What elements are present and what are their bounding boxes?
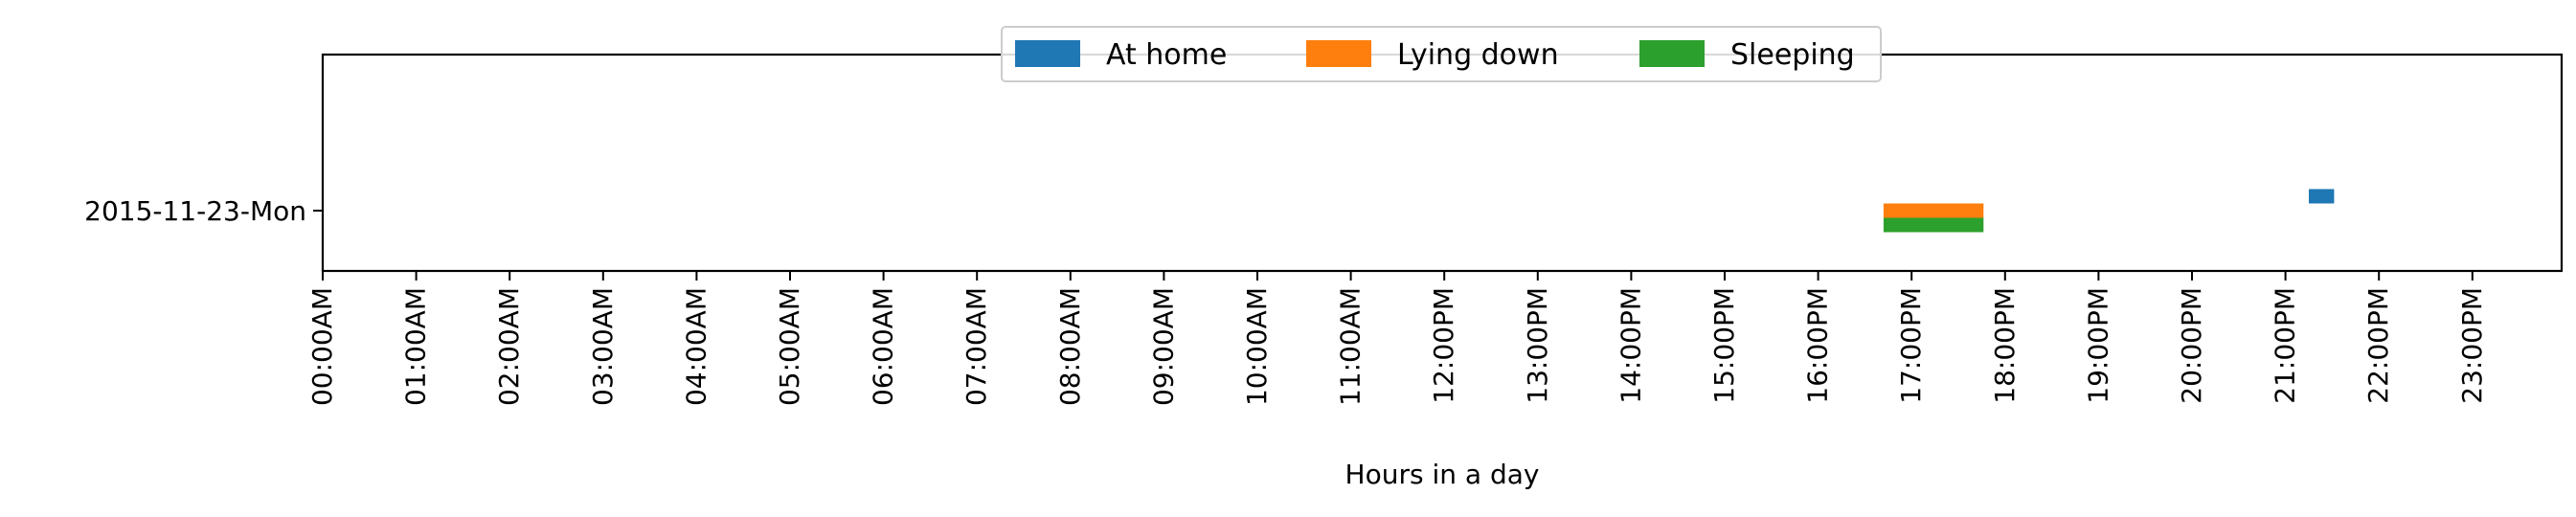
- x-tick-label: 17:00PM: [1895, 287, 1927, 404]
- legend-label: Lying down: [1397, 38, 1559, 72]
- x-tick-label: 03:00AM: [587, 287, 619, 406]
- legend-entry-lying-down: Lying down: [1306, 38, 1559, 72]
- x-tick-label: 21:00PM: [2270, 287, 2301, 404]
- legend-entry-at-home: At home: [1015, 38, 1227, 72]
- legend-label: At home: [1106, 38, 1227, 72]
- x-axis: 00:00AM 01:00AM 02:00AM 03:00AM 04:00AM 05:00…: [306, 271, 2488, 406]
- x-tick-label: 14:00PM: [1615, 287, 1646, 404]
- x-tick-label: 04:00AM: [680, 287, 712, 406]
- x-tick-label: 02:00AM: [493, 287, 525, 406]
- plot-area-frame: [321, 53, 2564, 273]
- bar-at-home-0: [2309, 189, 2335, 204]
- x-tick-label: 00:00AM: [306, 287, 338, 406]
- bars-layer: [1883, 189, 2335, 233]
- x-tick-label: 05:00AM: [774, 287, 805, 406]
- y-axis: 2015-11-23-Mon: [84, 195, 323, 227]
- x-tick-label: 20:00PM: [2176, 287, 2207, 404]
- x-tick-label: 11:00AM: [1335, 287, 1367, 406]
- x-tick-label: 19:00PM: [2082, 287, 2113, 404]
- x-tick-label: 07:00AM: [960, 287, 992, 406]
- x-tick-label: 18:00PM: [1989, 287, 2021, 404]
- x-tick-label: 16:00PM: [1802, 287, 1834, 404]
- x-tick-label: 13:00PM: [1522, 287, 1553, 404]
- legend-entry-sleeping: Sleeping: [1639, 38, 1855, 72]
- x-tick-label: 15:00PM: [1708, 287, 1740, 404]
- x-tick-label: 22:00PM: [2362, 287, 2394, 404]
- legend: At home Lying down Sleeping: [1001, 26, 1882, 82]
- x-axis-label: Hours in a day: [1345, 459, 1540, 490]
- x-tick-label: 06:00AM: [868, 287, 899, 406]
- legend-swatch: [1639, 40, 1705, 67]
- x-tick-label: 12:00PM: [1428, 287, 1459, 404]
- x-tick-label: 08:00AM: [1054, 287, 1086, 406]
- x-tick-label: 09:00AM: [1147, 287, 1179, 406]
- x-tick-label: 01:00AM: [400, 287, 432, 406]
- x-tick-label: 10:00AM: [1241, 287, 1273, 406]
- legend-swatch: [1015, 40, 1080, 67]
- bar-sleeping-0: [1883, 217, 1984, 233]
- bar-lying-down-0: [1883, 203, 1984, 218]
- legend-swatch: [1306, 40, 1371, 67]
- x-tick-label: 23:00PM: [2456, 287, 2488, 404]
- y-tick-label: 2015-11-23-Mon: [84, 195, 306, 227]
- legend-label: Sleeping: [1730, 38, 1855, 72]
